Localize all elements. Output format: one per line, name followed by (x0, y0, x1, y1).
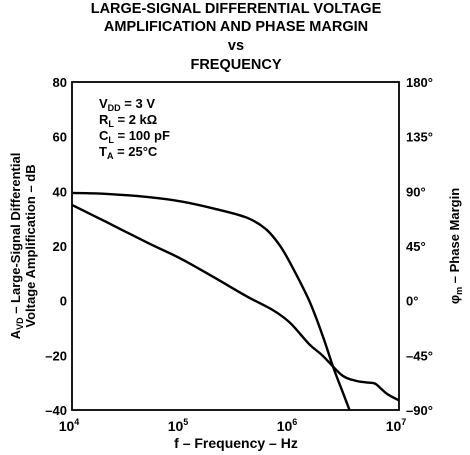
condition-vdd-value: = 3 V (121, 96, 156, 111)
condition-vdd: VDD = 3 V (99, 96, 155, 113)
title-line-3: vs (228, 38, 244, 54)
condition-cl: CL = 100 pF (99, 128, 170, 145)
left-axis-label-text-1: Large-Signal Differential (8, 153, 23, 303)
condition-rl: RL = 2 kΩ (99, 112, 157, 129)
condition-ta-symbol: T (99, 144, 107, 159)
series-layer (71, 191, 400, 410)
x-tick-label: 104 (59, 417, 80, 434)
condition-cl-symbol: C (99, 128, 109, 143)
left-axis-label-line-2: Voltage Amplification – dB (23, 164, 38, 327)
left-tick-label: 80 (53, 75, 67, 90)
chart-title: LARGE-SIGNAL DIFFERENTIAL VOLTAGE AMPLIF… (91, 1, 382, 73)
left-tick-label: 20 (53, 239, 67, 254)
condition-vdd-sub: DD (108, 103, 121, 113)
left-tick-label: 40 (53, 184, 67, 199)
title-line-1: LARGE-SIGNAL DIFFERENTIAL VOLTAGE (91, 1, 382, 17)
right-axis-label-sub: m (454, 287, 464, 295)
series-line-phase-margin (71, 203, 400, 402)
left-axis-ticks: 80 60 40 20 0 –20 –40 (45, 75, 67, 418)
right-tick-label: 90° (406, 184, 426, 199)
left-tick-label: –20 (45, 348, 67, 363)
condition-ta-sub: A (107, 151, 114, 161)
condition-rl-sub: L (108, 119, 114, 129)
left-axis-label-sub: VD (15, 317, 25, 330)
right-axis-label-rest: – Phase Margin (447, 188, 462, 287)
conditions-box-bg (96, 95, 184, 161)
right-axis-label-text: φm – Phase Margin (447, 188, 464, 304)
condition-ta: TA = 25°C (99, 144, 158, 161)
left-axis-label-line-1: AVD – Large-Signal Differential (8, 153, 25, 340)
right-axis-ticks: 180° 135° 90° 45° 0° –45° –90° (406, 75, 433, 418)
condition-ta-value: = 25°C (113, 144, 157, 159)
right-axis-label: φm – Phase Margin (447, 188, 464, 304)
right-tick-label: –45° (406, 348, 433, 363)
conditions-box: VDD = 3 V RL = 2 kΩ CL = 100 pF TA = 25°… (96, 95, 184, 161)
title-line-4: FREQUENCY (190, 57, 281, 73)
x-tick-label: 106 (277, 417, 298, 434)
condition-cl-value: = 100 pF (114, 128, 170, 143)
right-tick-label: 0° (406, 294, 418, 309)
left-tick-label: 0 (60, 294, 67, 309)
right-axis-label-symbol: φ (447, 295, 462, 304)
left-axis-label-dash: – (8, 303, 23, 317)
left-axis-label-symbol: A (8, 329, 23, 339)
right-tick-label: 135° (406, 130, 433, 145)
x-tick-label: 107 (386, 417, 407, 434)
condition-vdd-symbol: V (99, 96, 108, 111)
left-axis-label: AVD – Large-Signal Differential Voltage … (8, 153, 38, 340)
x-axis-ticks: 104 105 106 107 (59, 417, 407, 434)
condition-rl-symbol: R (99, 112, 109, 127)
left-tick-label: 60 (53, 130, 67, 145)
x-axis-label: f – Frequency – Hz (174, 435, 298, 451)
right-tick-label: 45° (406, 239, 426, 254)
condition-rl-value: = 2 kΩ (114, 112, 157, 127)
title-line-2: AMPLIFICATION AND PHASE MARGIN (104, 19, 368, 35)
left-tick-label: –40 (45, 403, 67, 418)
right-tick-label: 180° (406, 75, 433, 90)
x-tick-label: 105 (168, 417, 189, 434)
right-tick-label: –90° (406, 403, 433, 418)
condition-cl-sub: L (108, 135, 114, 145)
